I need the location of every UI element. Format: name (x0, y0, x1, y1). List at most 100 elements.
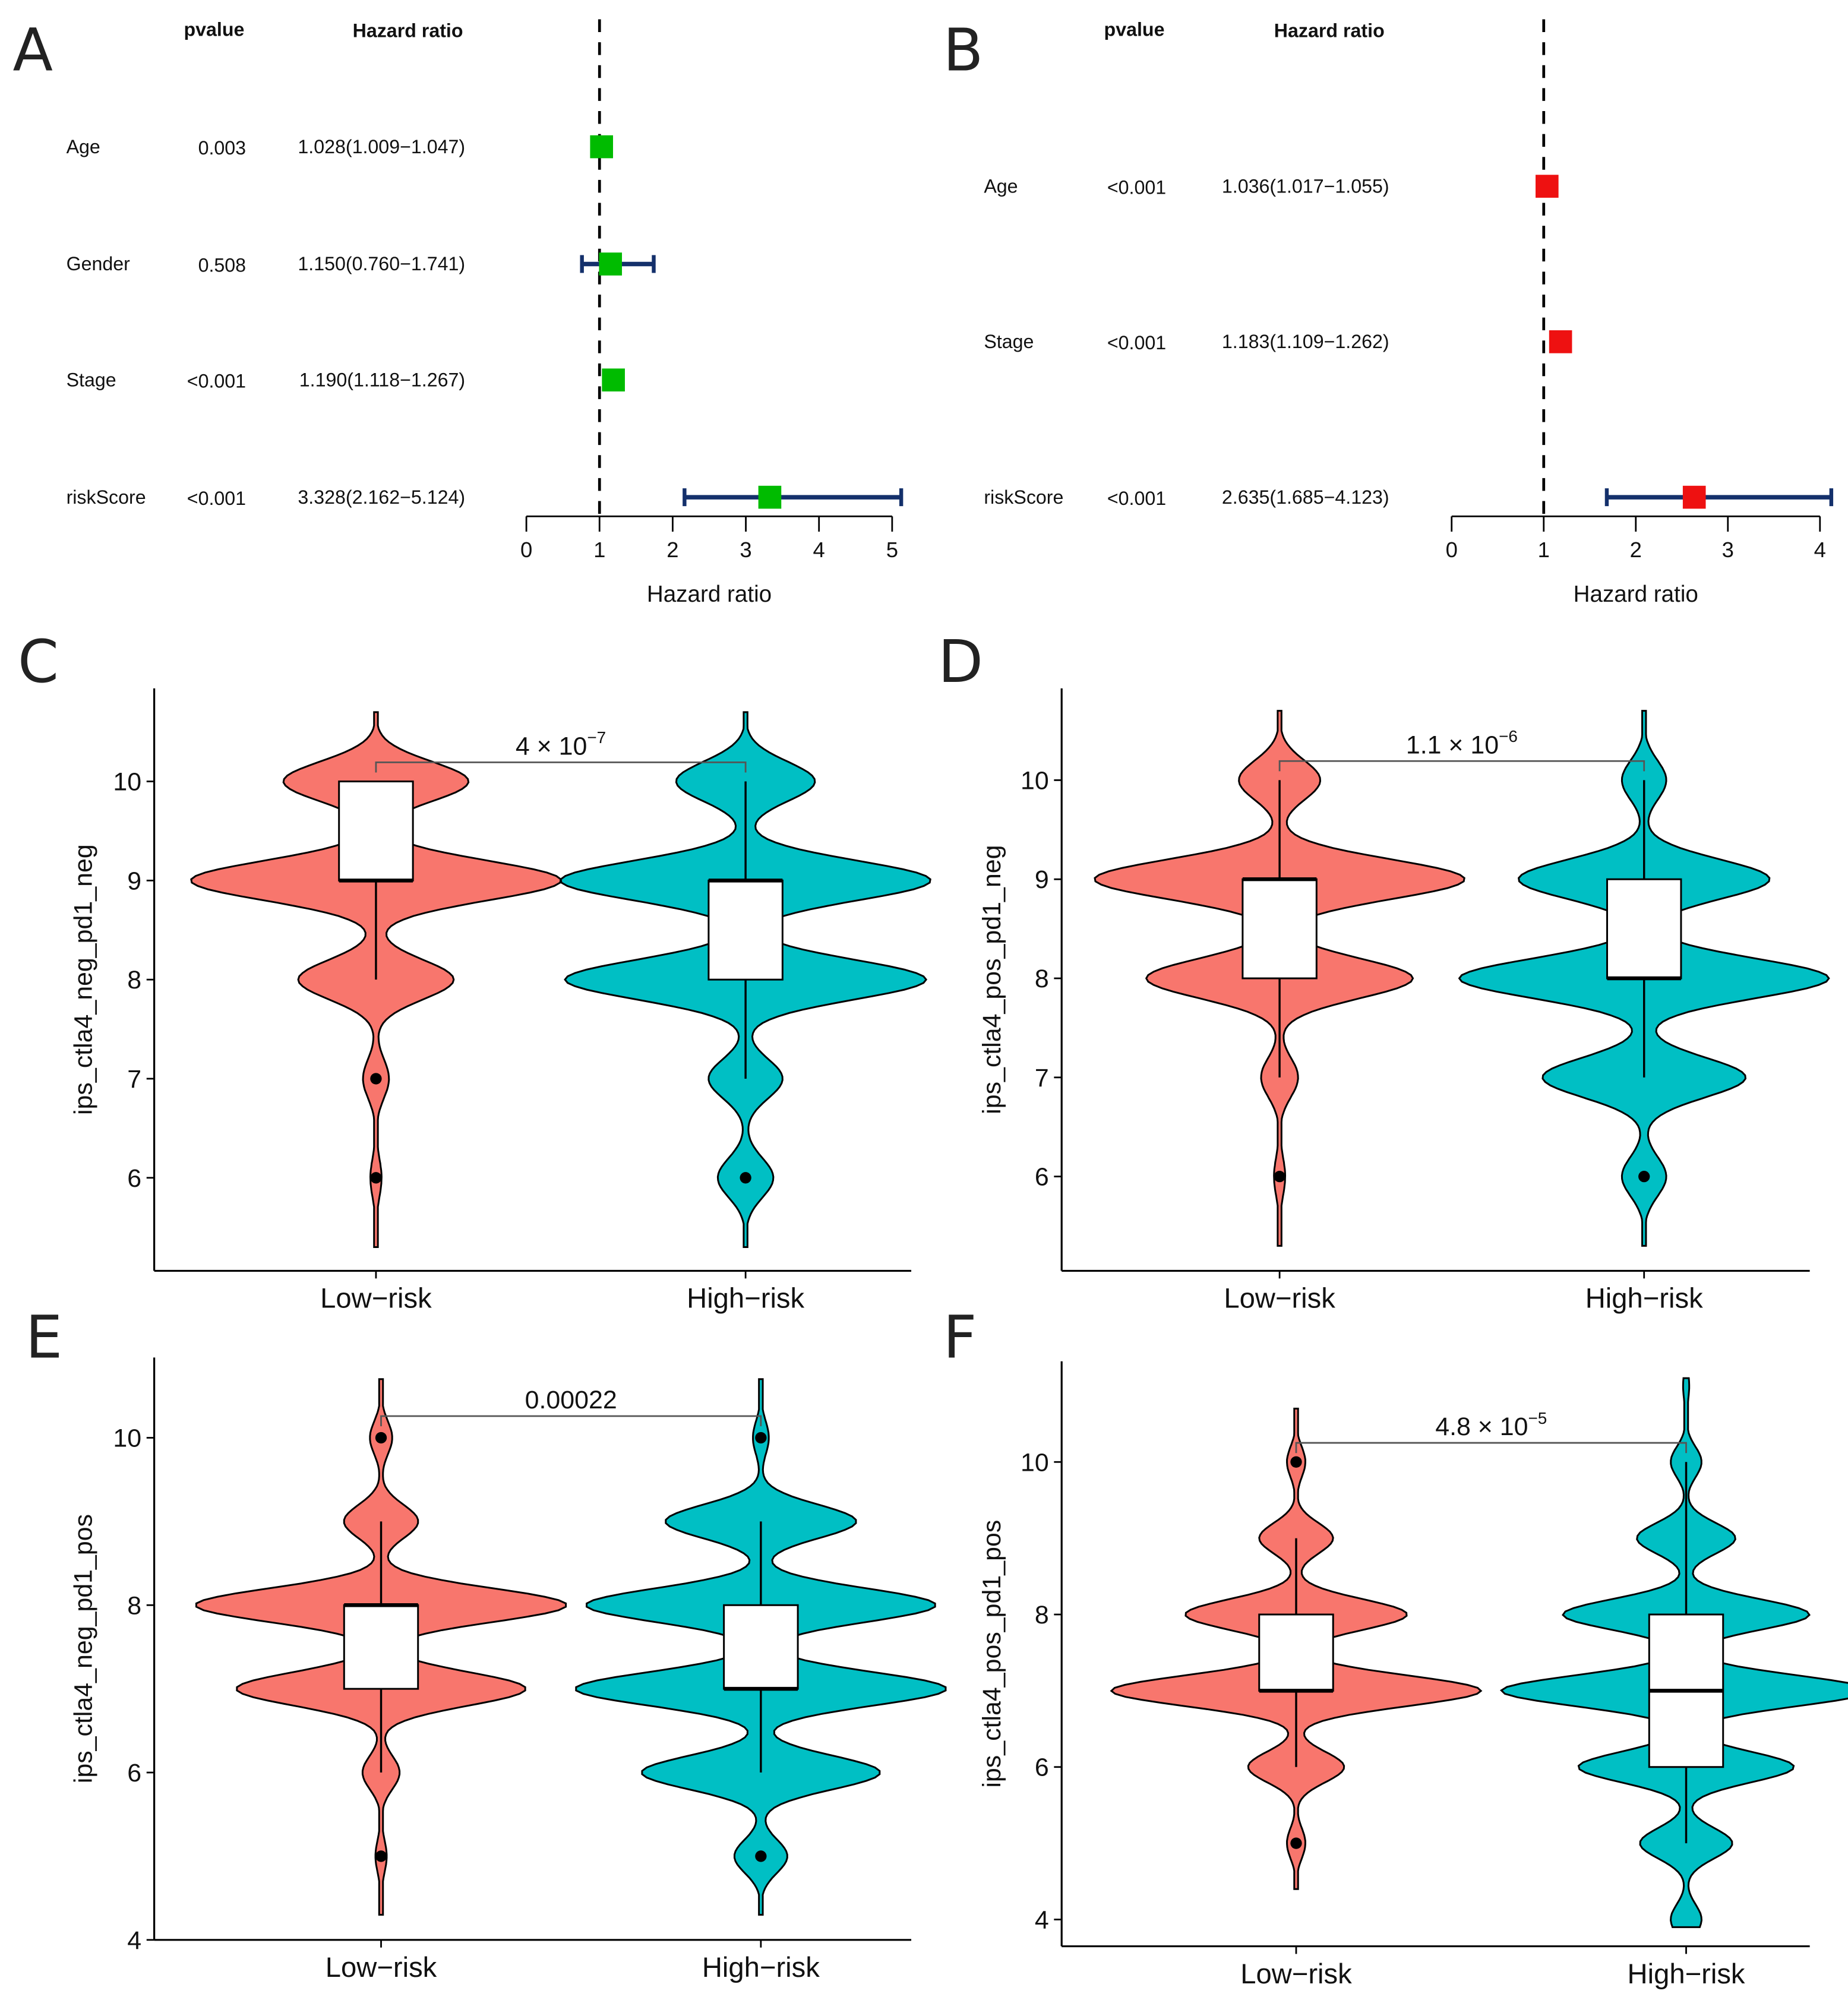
x-axis-label: Hazard ratio (647, 582, 772, 607)
x-tick-label: Low−risk (1224, 1283, 1335, 1315)
panel-letter: B (943, 16, 984, 84)
box (1242, 878, 1318, 980)
significance-bracket (1295, 1442, 1687, 1454)
row-label: riskScore (67, 486, 146, 508)
box (723, 1604, 799, 1690)
row-hazard-ratio: 3.328(2.162−5.124) (298, 486, 465, 508)
y-tick-label: 8 (1035, 965, 1049, 993)
box (707, 879, 784, 981)
outlier-point (370, 1172, 382, 1184)
outlier-point (375, 1432, 387, 1444)
y-axis-label: ips_ctla4_pos_pd1_pos (978, 1520, 1006, 1788)
x-tick-label: 1 (593, 538, 605, 562)
row-pvalue: <0.001 (187, 488, 246, 509)
violin-plot-d: D Low−risk High−risk 1.1 × 10−6 6 7 8 9 10 ips_ct… (938, 628, 1830, 1315)
header-hazard-ratio: Hazard ratio (353, 20, 463, 42)
outlier-point (375, 1850, 387, 1862)
x-tick-label: Low−risk (326, 1952, 437, 1983)
box (338, 781, 414, 881)
outlier-point (740, 1172, 751, 1184)
row-pvalue: 0.508 (198, 254, 247, 276)
y-tick-label: 8 (127, 1591, 141, 1620)
row-hazard-ratio: 2.635(1.685−4.123) (1222, 486, 1389, 508)
significance-bracket (1278, 760, 1645, 772)
x-tick-label: 4 (1814, 538, 1826, 562)
y-tick-label: 7 (127, 1065, 141, 1094)
x-tick-label: 2 (666, 538, 678, 562)
x-tick-label: 3 (740, 538, 751, 562)
hr-marker (590, 135, 614, 159)
row-pvalue: <0.001 (1107, 176, 1166, 198)
y-tick-label: 10 (1021, 1448, 1049, 1477)
x-tick-label: 1 (1538, 538, 1550, 562)
box (1258, 1613, 1334, 1692)
significance-bracket (375, 761, 747, 773)
x-tick-label: 2 (1630, 538, 1642, 562)
x-tick-label: 3 (1722, 538, 1734, 562)
hr-marker (602, 368, 625, 392)
hr-marker (1536, 175, 1559, 198)
y-tick-label: 8 (1035, 1601, 1049, 1629)
p-value-label: 0.00022 (525, 1386, 617, 1414)
x-tick-label: 0 (520, 538, 532, 562)
x-axis-label: Hazard ratio (1574, 582, 1698, 607)
p-value-label: 4.8 × 10−5 (1435, 1409, 1547, 1441)
box (1606, 878, 1682, 980)
y-tick-label: 4 (127, 1926, 141, 1955)
row-pvalue: 0.003 (198, 137, 247, 159)
row-label: Age (67, 136, 100, 157)
hr-marker (1682, 485, 1706, 509)
p-value-label: 4 × 10−7 (516, 728, 606, 760)
row-label: Stage (67, 369, 116, 390)
x-tick-label: Low−risk (1240, 1958, 1352, 1990)
x-tick-label: High−risk (687, 1283, 804, 1315)
outlier-point (370, 1073, 382, 1085)
x-tick-label: Low−risk (320, 1283, 432, 1315)
y-tick-label: 8 (127, 966, 141, 994)
x-tick-label: High−risk (1628, 1958, 1745, 1990)
x-tick-label: 5 (886, 538, 898, 562)
x-tick-label: 4 (813, 538, 825, 562)
header-pvalue: pvalue (1104, 18, 1165, 40)
violin-plot-f: F Low−risk High−risk 4.8 × 10−5 4 6 8 10 ips_ctl… (943, 1303, 1848, 1990)
panel-letter: C (18, 628, 59, 696)
y-tick-label: 6 (1035, 1753, 1049, 1782)
hr-marker (1549, 330, 1572, 353)
p-value-mantissa: 0.00022 (525, 1386, 617, 1414)
x-tick-label: 0 (1446, 538, 1458, 562)
y-tick-label: 6 (1035, 1163, 1049, 1192)
y-tick-label: 9 (127, 867, 141, 895)
header-pvalue: pvalue (184, 18, 244, 40)
significance-bracket (380, 1415, 762, 1427)
panel-letter: F (943, 1303, 977, 1372)
p-value-mantissa: 4 × 10 (516, 732, 587, 760)
outlier-point (1290, 1837, 1302, 1849)
row-pvalue: <0.001 (187, 371, 246, 392)
outlier-point (1290, 1456, 1302, 1468)
y-tick-label: 7 (1035, 1064, 1049, 1092)
outlier-point (755, 1432, 767, 1444)
row-hazard-ratio: 1.190(1.118−1.267) (299, 369, 465, 390)
y-axis-label: ips_ctla4_pos_pd1_neg (978, 845, 1006, 1114)
box (343, 1604, 419, 1690)
p-value-label: 1.1 × 10−6 (1406, 727, 1518, 759)
row-label: Gender (67, 253, 131, 274)
x-tick-label: High−risk (702, 1952, 820, 1983)
hr-marker (758, 485, 782, 509)
row-hazard-ratio: 1.036(1.017−1.055) (1222, 175, 1389, 197)
violin-plot-c: C Low−risk High−risk 4 × 10−7 6 7 8 9 10 ips_ctla… (18, 628, 931, 1315)
row-pvalue: <0.001 (1107, 488, 1166, 509)
outlier-point (755, 1850, 767, 1862)
y-tick-label: 10 (1021, 766, 1049, 795)
p-value-exponent: −5 (1528, 1409, 1547, 1427)
y-tick-label: 10 (113, 1424, 141, 1453)
header-hazard-ratio: Hazard ratio (1274, 20, 1385, 42)
panel-letter: A (12, 16, 53, 84)
row-hazard-ratio: 1.183(1.109−1.262) (1222, 331, 1389, 352)
row-label: Age (984, 175, 1018, 197)
row-hazard-ratio: 1.028(1.009−1.047) (298, 136, 465, 157)
y-axis-label: ips_ctla4_neg_pd1_pos (69, 1514, 97, 1783)
y-tick-label: 4 (1035, 1906, 1049, 1935)
